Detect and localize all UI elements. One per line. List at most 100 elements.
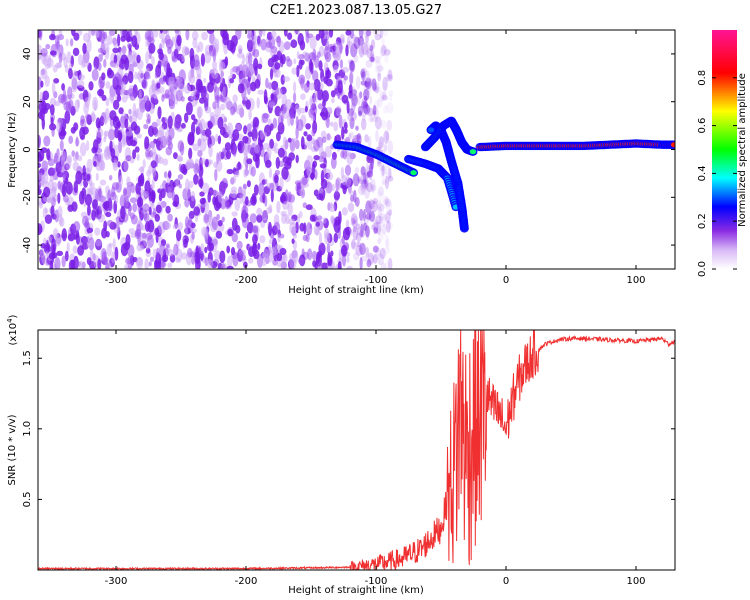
y-tick-label: 20 xyxy=(22,95,33,108)
noise-blob xyxy=(149,256,155,262)
noise-blob xyxy=(47,235,52,245)
colorbar-tick-label: 0.2 xyxy=(697,213,708,229)
y-tick-label: -40 xyxy=(22,237,33,253)
noise-blob xyxy=(265,159,272,168)
noise-blob xyxy=(266,146,272,159)
noise-blob xyxy=(197,107,202,120)
noise-blob xyxy=(68,259,75,269)
noise-blob xyxy=(57,192,61,204)
noise-blob xyxy=(349,71,354,85)
noise-blob xyxy=(304,105,308,113)
noise-blob xyxy=(151,79,156,87)
noise-blob xyxy=(330,216,335,225)
noise-blob xyxy=(108,30,116,36)
noise-blob xyxy=(274,169,280,176)
noise-blob xyxy=(293,58,297,65)
noise-blob xyxy=(47,158,55,167)
noise-blob xyxy=(209,44,216,57)
noise-blob xyxy=(364,80,370,88)
noise-blob xyxy=(351,89,357,96)
noise-blob xyxy=(366,48,373,59)
noise-blob xyxy=(306,134,313,142)
noise-blob xyxy=(277,115,284,128)
noise-blob xyxy=(127,71,134,84)
noise-blob xyxy=(373,84,380,94)
noise-blob xyxy=(221,177,228,190)
noise-blob xyxy=(360,167,367,177)
y-tick-label: 40 xyxy=(22,48,33,61)
noise-blob xyxy=(273,221,281,233)
noise-blob xyxy=(287,113,291,127)
noise-blob xyxy=(142,77,148,90)
x-tick-label: -300 xyxy=(105,275,128,286)
noise-blob xyxy=(313,78,321,92)
noise-blob xyxy=(254,65,258,76)
noise-blob xyxy=(369,56,375,62)
noise-blob xyxy=(310,98,316,104)
noise-blob xyxy=(44,171,49,185)
noise-blob xyxy=(93,66,98,80)
noise-blob xyxy=(144,136,150,150)
noise-blob xyxy=(346,152,354,165)
noise-blob xyxy=(362,209,367,222)
noise-blob xyxy=(145,30,150,37)
noise-blob xyxy=(385,198,392,208)
snr-x-label: Height of straight line (km) xyxy=(288,585,424,596)
noise-blob xyxy=(281,213,287,224)
noise-blob xyxy=(109,126,114,137)
noise-blob xyxy=(260,252,268,266)
noise-blob xyxy=(318,242,326,256)
noise-blob xyxy=(224,202,230,210)
noise-blob xyxy=(49,104,55,116)
noise-blob xyxy=(363,82,370,97)
noise-blob xyxy=(93,160,97,167)
noise-blob xyxy=(257,63,263,70)
noise-blob xyxy=(256,214,263,223)
noise-blob xyxy=(154,72,158,79)
noise-blob xyxy=(206,220,210,227)
noise-blob xyxy=(285,56,291,62)
noise-blob xyxy=(270,93,275,100)
noise-blob xyxy=(176,34,182,47)
noise-blob xyxy=(147,113,151,123)
noise-blob xyxy=(298,107,306,114)
spectrogram-x-ticks: -300 -200 -100 0 100 xyxy=(105,30,646,286)
noise-blob xyxy=(326,135,332,141)
noise-blob xyxy=(200,157,206,165)
noise-blob xyxy=(251,127,258,142)
noise-blob xyxy=(185,160,191,170)
noise-blob xyxy=(86,140,90,152)
noise-blob xyxy=(352,85,356,99)
noise-blob xyxy=(82,165,86,177)
noise-blob xyxy=(246,180,251,188)
noise-blob xyxy=(365,165,374,178)
noise-blob xyxy=(305,233,310,243)
noise-blob xyxy=(379,216,384,225)
noise-blob xyxy=(149,140,156,149)
noise-blob xyxy=(61,228,67,242)
noise-blob xyxy=(111,182,120,191)
noise-blob xyxy=(362,222,367,232)
noise-blob xyxy=(343,75,348,81)
noise-blob xyxy=(324,232,331,245)
noise-blob xyxy=(356,229,361,236)
noise-blob xyxy=(110,148,116,158)
noise-blob xyxy=(38,30,43,41)
noise-blob xyxy=(87,204,91,216)
noise-blob xyxy=(59,140,64,152)
noise-blob xyxy=(341,174,348,186)
noise-blob xyxy=(312,160,317,168)
noise-blob xyxy=(388,90,394,97)
noise-blob xyxy=(313,189,319,197)
noise-blob xyxy=(67,233,75,242)
noise-blob xyxy=(385,131,389,141)
noise-blob xyxy=(287,191,292,203)
noise-blob xyxy=(361,67,368,77)
noise-blob xyxy=(153,127,159,137)
noise-blob xyxy=(274,87,280,96)
noise-blob xyxy=(345,44,349,57)
noise-blob xyxy=(274,174,279,184)
noise-blob xyxy=(385,260,389,269)
noise-blob xyxy=(190,92,196,101)
noise-blob xyxy=(250,195,257,206)
